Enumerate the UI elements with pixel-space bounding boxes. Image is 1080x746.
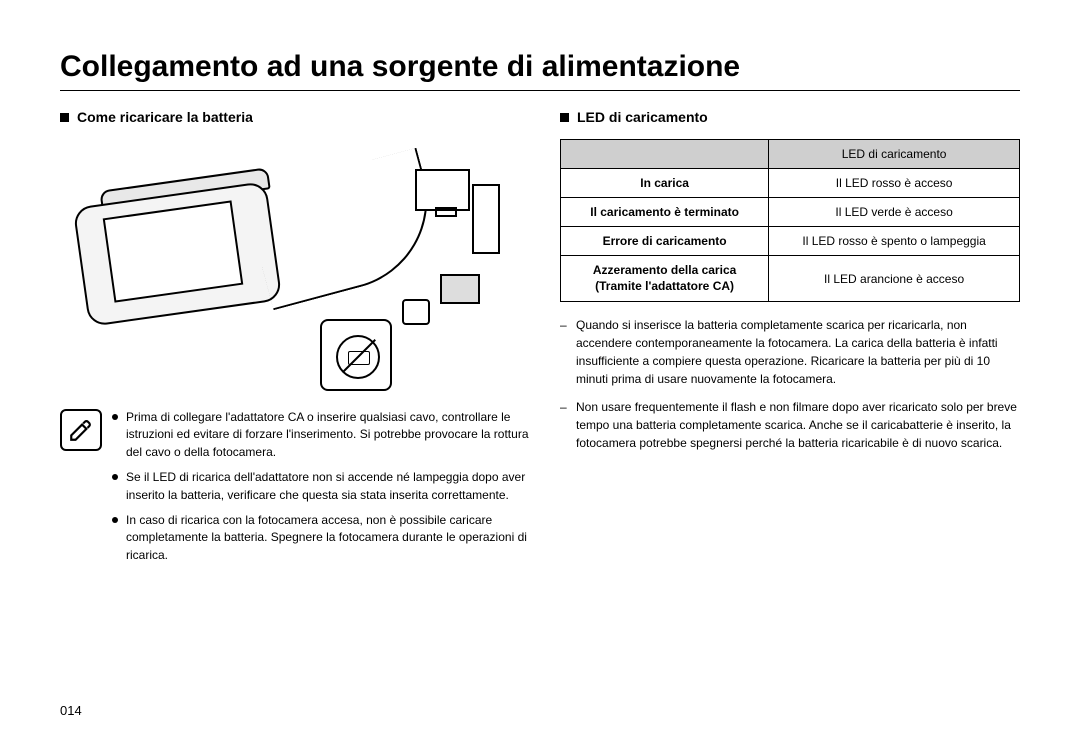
table-label-cell: In carica	[561, 169, 769, 198]
left-note-item: Prima di collegare l'adattatore CA o ins…	[112, 409, 530, 461]
table-row: In carica Il LED rosso è acceso	[561, 169, 1020, 198]
table-label-line: Azzeramento della carica	[593, 263, 736, 277]
camera-screen-icon	[103, 200, 244, 302]
note-icon	[60, 409, 102, 451]
right-column: LED di caricamento LED di caricamento In…	[560, 109, 1020, 572]
bullet-square-icon	[560, 113, 569, 122]
table-value-cell: Il LED arancione è acceso	[769, 256, 1020, 302]
table-value-cell: Il LED verde è acceso	[769, 198, 1020, 227]
table-header-cell: LED di caricamento	[769, 140, 1020, 169]
right-heading-text: LED di caricamento	[577, 109, 708, 125]
left-note-item: In caso di ricarica con la fotocamera ac…	[112, 512, 530, 564]
charging-illustration	[60, 139, 530, 389]
left-note-item: Se il LED di ricarica dell'adattatore no…	[112, 469, 530, 504]
manual-page: Collegamento ad una sorgente di alimenta…	[0, 0, 1080, 746]
pc-tower-icon	[472, 184, 500, 254]
table-row: Azzeramento della carica (Tramite l'adat…	[561, 256, 1020, 302]
left-column: Come ricaricare la batteria	[60, 109, 530, 572]
wall-outlet-icon	[440, 274, 480, 304]
led-status-table: LED di caricamento In carica Il LED ross…	[560, 139, 1020, 302]
note-block: Prima di collegare l'adattatore CA o ins…	[60, 409, 530, 572]
no-wrong-socket-box	[320, 319, 392, 391]
table-header-blank	[561, 140, 769, 169]
right-note-list: Quando si inserisce la batteria completa…	[560, 316, 1020, 452]
title-rule	[60, 90, 1020, 91]
left-note-list: Prima di collegare l'adattatore CA o ins…	[112, 409, 530, 572]
table-header-row: LED di caricamento	[561, 140, 1020, 169]
right-section-heading: LED di caricamento	[560, 109, 1020, 125]
two-column-layout: Come ricaricare la batteria	[60, 109, 1020, 572]
table-row: Errore di caricamento Il LED rosso è spe…	[561, 227, 1020, 256]
table-value-cell: Il LED rosso è spento o lampeggia	[769, 227, 1020, 256]
left-section-heading: Come ricaricare la batteria	[60, 109, 530, 125]
table-row: Il caricamento è terminato Il LED verde …	[561, 198, 1020, 227]
monitor-icon	[415, 169, 470, 211]
table-label-cell: Il caricamento è terminato	[561, 198, 769, 227]
ac-adapter-icon	[402, 299, 430, 325]
page-number: 014	[60, 703, 82, 718]
left-heading-text: Come ricaricare la batteria	[77, 109, 253, 125]
right-note-item: Non usare frequentemente il flash e non …	[560, 398, 1020, 452]
table-label-cell: Errore di caricamento	[561, 227, 769, 256]
pencil-note-icon	[68, 417, 94, 443]
table-label-cell: Azzeramento della carica (Tramite l'adat…	[561, 256, 769, 302]
table-value-cell: Il LED rosso è acceso	[769, 169, 1020, 198]
page-title: Collegamento ad una sorgente di alimenta…	[60, 50, 1020, 84]
bullet-square-icon	[60, 113, 69, 122]
table-label-line: (Tramite l'adattatore CA)	[595, 279, 734, 293]
right-note-item: Quando si inserisce la batteria completa…	[560, 316, 1020, 388]
